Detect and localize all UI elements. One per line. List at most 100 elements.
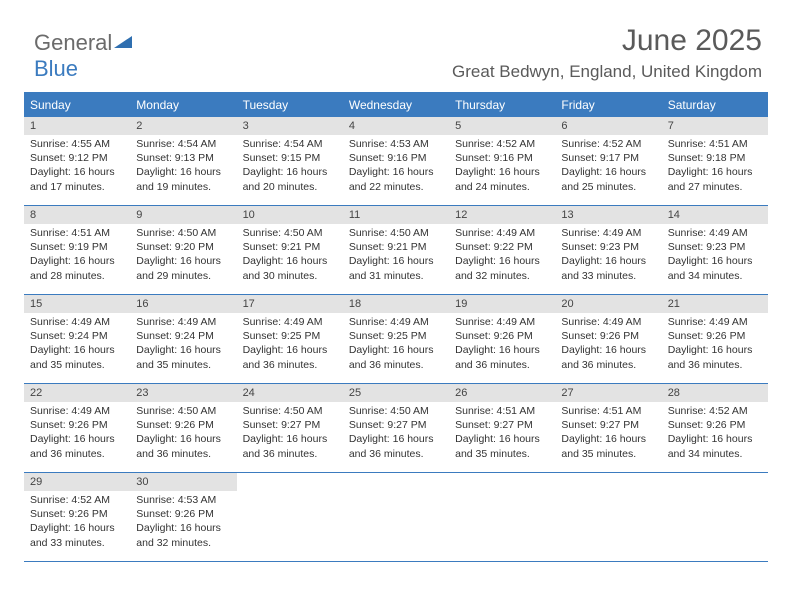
day-number: 14 <box>662 206 768 224</box>
day-cell: 26Sunrise: 4:51 AMSunset: 9:27 PMDayligh… <box>449 384 555 472</box>
day-details: Sunrise: 4:49 AMSunset: 9:26 PMDaylight:… <box>24 402 130 465</box>
logo-line1: General <box>34 30 112 55</box>
day-cell: 5Sunrise: 4:52 AMSunset: 9:16 PMDaylight… <box>449 117 555 205</box>
day-number: 11 <box>343 206 449 224</box>
day-details: Sunrise: 4:50 AMSunset: 9:27 PMDaylight:… <box>237 402 343 465</box>
day-details: Sunrise: 4:49 AMSunset: 9:25 PMDaylight:… <box>343 313 449 376</box>
day-cell: . <box>449 473 555 561</box>
day-header: Sunday <box>24 94 130 117</box>
day-number: 18 <box>343 295 449 313</box>
day-header: Monday <box>130 94 236 117</box>
day-details: Sunrise: 4:52 AMSunset: 9:16 PMDaylight:… <box>449 135 555 198</box>
day-number: 12 <box>449 206 555 224</box>
day-number: 2 <box>130 117 236 135</box>
day-header: Wednesday <box>343 94 449 117</box>
day-details: Sunrise: 4:49 AMSunset: 9:25 PMDaylight:… <box>237 313 343 376</box>
day-number: 19 <box>449 295 555 313</box>
day-number: 8 <box>24 206 130 224</box>
day-number: 22 <box>24 384 130 402</box>
day-cell: . <box>662 473 768 561</box>
day-number: 10 <box>237 206 343 224</box>
day-cell: 21Sunrise: 4:49 AMSunset: 9:26 PMDayligh… <box>662 295 768 383</box>
day-details: Sunrise: 4:49 AMSunset: 9:24 PMDaylight:… <box>24 313 130 376</box>
day-cell: 18Sunrise: 4:49 AMSunset: 9:25 PMDayligh… <box>343 295 449 383</box>
day-cell: 27Sunrise: 4:51 AMSunset: 9:27 PMDayligh… <box>555 384 661 472</box>
day-cell: 13Sunrise: 4:49 AMSunset: 9:23 PMDayligh… <box>555 206 661 294</box>
day-number: 21 <box>662 295 768 313</box>
day-details: Sunrise: 4:52 AMSunset: 9:26 PMDaylight:… <box>662 402 768 465</box>
logo-line2: Blue <box>34 56 78 81</box>
day-number: 30 <box>130 473 236 491</box>
day-details: Sunrise: 4:49 AMSunset: 9:23 PMDaylight:… <box>662 224 768 287</box>
day-number: 15 <box>24 295 130 313</box>
logo-triangle-icon <box>114 28 132 54</box>
day-cell: 7Sunrise: 4:51 AMSunset: 9:18 PMDaylight… <box>662 117 768 205</box>
day-header: Saturday <box>662 94 768 117</box>
day-header: Thursday <box>449 94 555 117</box>
day-number: 24 <box>237 384 343 402</box>
week-row: 22Sunrise: 4:49 AMSunset: 9:26 PMDayligh… <box>24 384 768 473</box>
day-cell: 17Sunrise: 4:49 AMSunset: 9:25 PMDayligh… <box>237 295 343 383</box>
day-details: Sunrise: 4:50 AMSunset: 9:26 PMDaylight:… <box>130 402 236 465</box>
day-number: 17 <box>237 295 343 313</box>
day-header: Tuesday <box>237 94 343 117</box>
day-number: 20 <box>555 295 661 313</box>
day-number: 28 <box>662 384 768 402</box>
week-row: 8Sunrise: 4:51 AMSunset: 9:19 PMDaylight… <box>24 206 768 295</box>
logo: General Blue <box>34 28 132 82</box>
day-header: Friday <box>555 94 661 117</box>
day-details: Sunrise: 4:51 AMSunset: 9:27 PMDaylight:… <box>449 402 555 465</box>
day-cell: 4Sunrise: 4:53 AMSunset: 9:16 PMDaylight… <box>343 117 449 205</box>
day-cell: 22Sunrise: 4:49 AMSunset: 9:26 PMDayligh… <box>24 384 130 472</box>
day-cell: 19Sunrise: 4:49 AMSunset: 9:26 PMDayligh… <box>449 295 555 383</box>
week-row: 15Sunrise: 4:49 AMSunset: 9:24 PMDayligh… <box>24 295 768 384</box>
day-details: Sunrise: 4:53 AMSunset: 9:26 PMDaylight:… <box>130 491 236 554</box>
day-cell: 28Sunrise: 4:52 AMSunset: 9:26 PMDayligh… <box>662 384 768 472</box>
day-cell: . <box>555 473 661 561</box>
day-details: Sunrise: 4:49 AMSunset: 9:26 PMDaylight:… <box>449 313 555 376</box>
day-cell: 10Sunrise: 4:50 AMSunset: 9:21 PMDayligh… <box>237 206 343 294</box>
day-cell: 29Sunrise: 4:52 AMSunset: 9:26 PMDayligh… <box>24 473 130 561</box>
day-details: Sunrise: 4:50 AMSunset: 9:20 PMDaylight:… <box>130 224 236 287</box>
day-number: 6 <box>555 117 661 135</box>
day-details: Sunrise: 4:50 AMSunset: 9:21 PMDaylight:… <box>237 224 343 287</box>
day-cell: . <box>237 473 343 561</box>
day-details: Sunrise: 4:51 AMSunset: 9:18 PMDaylight:… <box>662 135 768 198</box>
day-details: Sunrise: 4:50 AMSunset: 9:27 PMDaylight:… <box>343 402 449 465</box>
day-cell: 9Sunrise: 4:50 AMSunset: 9:20 PMDaylight… <box>130 206 236 294</box>
day-details: Sunrise: 4:55 AMSunset: 9:12 PMDaylight:… <box>24 135 130 198</box>
day-details: Sunrise: 4:51 AMSunset: 9:27 PMDaylight:… <box>555 402 661 465</box>
day-number: 29 <box>24 473 130 491</box>
day-number: 1 <box>24 117 130 135</box>
day-cell: 30Sunrise: 4:53 AMSunset: 9:26 PMDayligh… <box>130 473 236 561</box>
day-details: Sunrise: 4:50 AMSunset: 9:21 PMDaylight:… <box>343 224 449 287</box>
day-cell: 12Sunrise: 4:49 AMSunset: 9:22 PMDayligh… <box>449 206 555 294</box>
week-row: 29Sunrise: 4:52 AMSunset: 9:26 PMDayligh… <box>24 473 768 562</box>
day-header-row: SundayMondayTuesdayWednesdayThursdayFrid… <box>24 94 768 117</box>
day-details: Sunrise: 4:52 AMSunset: 9:26 PMDaylight:… <box>24 491 130 554</box>
day-cell: . <box>343 473 449 561</box>
day-cell: 15Sunrise: 4:49 AMSunset: 9:24 PMDayligh… <box>24 295 130 383</box>
day-details: Sunrise: 4:52 AMSunset: 9:17 PMDaylight:… <box>555 135 661 198</box>
day-cell: 24Sunrise: 4:50 AMSunset: 9:27 PMDayligh… <box>237 384 343 472</box>
day-cell: 2Sunrise: 4:54 AMSunset: 9:13 PMDaylight… <box>130 117 236 205</box>
day-details: Sunrise: 4:49 AMSunset: 9:22 PMDaylight:… <box>449 224 555 287</box>
day-number: 9 <box>130 206 236 224</box>
day-number: 16 <box>130 295 236 313</box>
day-cell: 6Sunrise: 4:52 AMSunset: 9:17 PMDaylight… <box>555 117 661 205</box>
day-cell: 16Sunrise: 4:49 AMSunset: 9:24 PMDayligh… <box>130 295 236 383</box>
day-cell: 23Sunrise: 4:50 AMSunset: 9:26 PMDayligh… <box>130 384 236 472</box>
day-cell: 1Sunrise: 4:55 AMSunset: 9:12 PMDaylight… <box>24 117 130 205</box>
day-cell: 8Sunrise: 4:51 AMSunset: 9:19 PMDaylight… <box>24 206 130 294</box>
day-details: Sunrise: 4:49 AMSunset: 9:24 PMDaylight:… <box>130 313 236 376</box>
day-number: 23 <box>130 384 236 402</box>
day-cell: 14Sunrise: 4:49 AMSunset: 9:23 PMDayligh… <box>662 206 768 294</box>
day-number: 5 <box>449 117 555 135</box>
day-details: Sunrise: 4:51 AMSunset: 9:19 PMDaylight:… <box>24 224 130 287</box>
day-number: 25 <box>343 384 449 402</box>
day-cell: 3Sunrise: 4:54 AMSunset: 9:15 PMDaylight… <box>237 117 343 205</box>
day-cell: 11Sunrise: 4:50 AMSunset: 9:21 PMDayligh… <box>343 206 449 294</box>
day-cell: 25Sunrise: 4:50 AMSunset: 9:27 PMDayligh… <box>343 384 449 472</box>
day-details: Sunrise: 4:54 AMSunset: 9:15 PMDaylight:… <box>237 135 343 198</box>
day-number: 26 <box>449 384 555 402</box>
